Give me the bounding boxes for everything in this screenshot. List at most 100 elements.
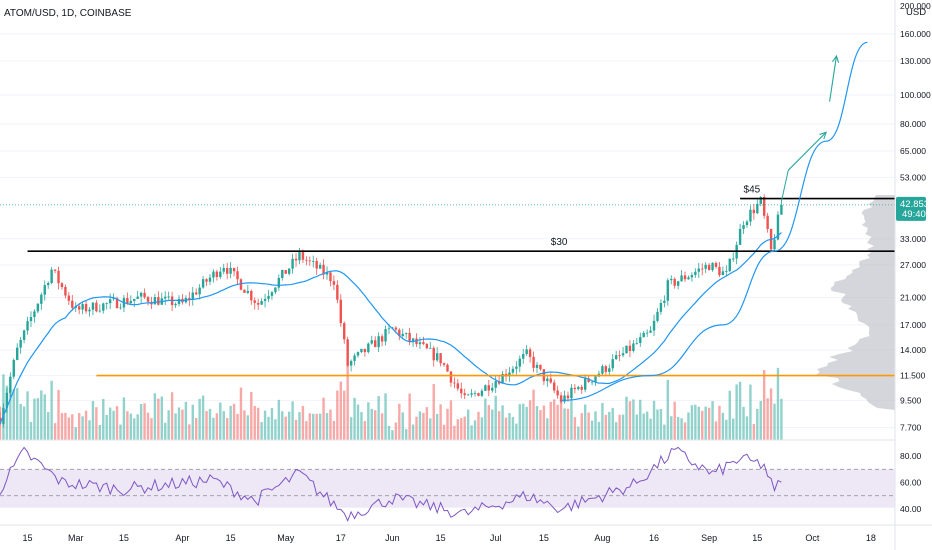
rsi-pane — [0, 446, 895, 522]
candle-body — [64, 287, 67, 296]
volume-bar — [391, 430, 394, 440]
candle-body — [666, 280, 670, 301]
volume-bar — [659, 409, 663, 440]
candle-body — [267, 295, 270, 299]
candle-body — [477, 393, 480, 396]
forecast-arrow-head — [819, 131, 828, 140]
volume-bar — [759, 400, 762, 440]
volume-bar — [170, 392, 174, 440]
volume-bar — [277, 399, 281, 440]
volume-bar — [294, 419, 298, 440]
volume-bar — [77, 413, 81, 440]
volume-bar — [466, 409, 470, 440]
candle-body — [707, 264, 711, 271]
price-tick-label: 130.000 — [900, 56, 931, 66]
volume-bar — [687, 412, 690, 440]
candle-body — [367, 343, 370, 353]
volume-bar — [16, 388, 19, 440]
candle-body — [88, 309, 91, 312]
candle-body — [215, 271, 219, 277]
volume-bar — [281, 411, 284, 440]
price-axis[interactable]: 200.000 160.000 130.000 100.000 80.000 65.000… — [900, 1, 931, 433]
volume-bar — [36, 398, 40, 440]
volume-bar — [246, 415, 250, 440]
candle-body — [415, 338, 418, 345]
volume-bar — [597, 421, 601, 440]
candle-body — [745, 221, 749, 226]
time-tick-label: Jul — [490, 533, 502, 543]
rsi-tick-label: 40.00 — [900, 504, 922, 514]
volume-bar — [315, 413, 318, 440]
candle-body — [219, 271, 222, 277]
level-45-label: $45 — [744, 185, 761, 196]
time-tick-label: 17 — [336, 533, 346, 543]
time-tick-label: Jun — [385, 533, 400, 543]
candle-body — [583, 378, 587, 390]
candle-body — [232, 267, 236, 272]
volume-bar — [442, 424, 446, 440]
candle-body — [511, 368, 515, 373]
time-tick-label: May — [277, 533, 295, 543]
time-tick-label: 15 — [119, 533, 129, 543]
volume-bar — [776, 367, 780, 440]
candle-body — [60, 283, 64, 288]
candle-body — [253, 300, 256, 303]
candle-body — [553, 382, 556, 391]
candle-body — [325, 272, 329, 275]
candle-body — [515, 366, 518, 369]
volume-bar — [332, 420, 336, 440]
candle-body — [212, 271, 215, 278]
candle-body — [463, 393, 466, 396]
candle-body — [645, 332, 649, 334]
price-tick-label: 7.700 — [900, 423, 922, 433]
candle-body — [714, 262, 718, 267]
volume-bar — [752, 423, 756, 440]
candle-body — [508, 372, 511, 377]
candle-body — [491, 387, 494, 391]
volume-bar — [126, 411, 129, 440]
volume-bar — [22, 406, 26, 440]
volume-bar — [370, 408, 373, 440]
volume-bar — [67, 417, 71, 440]
candle-body — [487, 385, 491, 391]
volume-bar — [167, 410, 170, 440]
volume-bar — [229, 405, 232, 440]
candle-body — [246, 290, 250, 293]
volume-bar — [95, 407, 98, 440]
time-tick-label: 18 — [866, 533, 876, 543]
volume-bar — [177, 407, 181, 440]
price-tick-label: 200.000 — [900, 1, 931, 11]
volume-bar — [542, 405, 546, 440]
time-tick-label: 15 — [436, 533, 446, 543]
candle-body — [336, 284, 339, 300]
candle-body — [683, 275, 687, 280]
volume-bar — [666, 379, 670, 440]
candle-body — [329, 272, 332, 282]
rsi-axis[interactable]: 80.00 60.00 40.00 — [900, 451, 922, 514]
volume-bar — [566, 408, 570, 440]
price-tick-label: 100.000 — [900, 90, 931, 100]
volume-bar — [577, 426, 580, 440]
candle-body — [549, 378, 552, 383]
forecast-arrows — [780, 54, 840, 202]
volume-bar — [604, 414, 608, 440]
candle-body — [277, 277, 281, 288]
candle-body — [229, 267, 232, 274]
candle-body — [281, 270, 284, 278]
volume-profile — [815, 195, 895, 410]
candle-body — [680, 275, 683, 282]
candle-body — [466, 394, 470, 396]
volume-bar — [256, 407, 260, 440]
candle-body — [174, 303, 177, 306]
volume-bar — [676, 416, 680, 440]
candle-body — [274, 287, 277, 293]
candle-body — [728, 258, 731, 272]
volume-bar — [446, 408, 449, 440]
time-axis[interactable]: 15 Mar 15 Apr 15 May 17 Jun 15 Jul 15 Aug 16 Sep 15 Oct… — [23, 533, 876, 543]
candle-body — [611, 359, 614, 369]
volume-bar — [573, 417, 577, 440]
candle-body — [711, 262, 714, 271]
volume-bar — [263, 410, 267, 440]
candle-body — [353, 355, 356, 361]
volume-bar — [590, 420, 594, 440]
